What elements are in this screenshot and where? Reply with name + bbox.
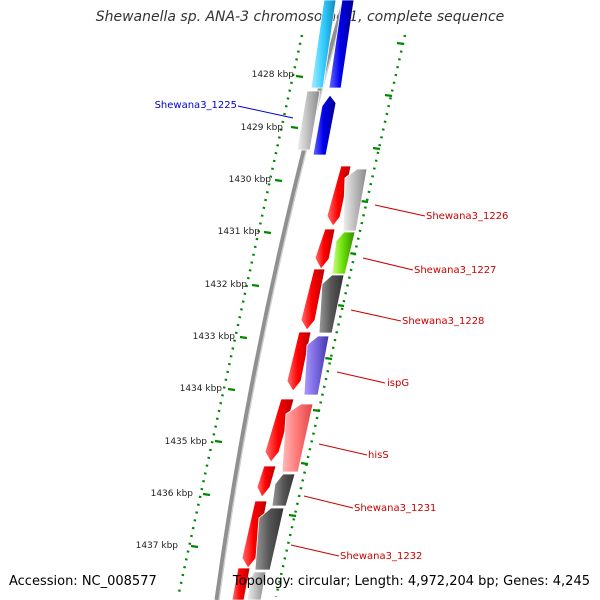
callout-line xyxy=(237,105,294,119)
gene-forward[interactable] xyxy=(314,228,336,270)
ruler-label: 1437 kbp xyxy=(136,541,179,551)
callout-line xyxy=(350,309,402,322)
ruler-label: 1429 kbp xyxy=(241,123,284,133)
gene-hisS[interactable] xyxy=(281,403,314,473)
gene-forward[interactable] xyxy=(256,465,277,498)
ruler-tick xyxy=(214,439,223,444)
ruler-tick xyxy=(360,199,369,204)
gene-cyan-reverse[interactable] xyxy=(310,0,337,89)
ruler-tick xyxy=(263,230,272,235)
ruler-tick xyxy=(202,492,211,497)
gene-shewana3-1228[interactable] xyxy=(318,274,345,334)
ruler-tick xyxy=(239,335,248,340)
ruler-tick xyxy=(396,41,405,46)
gene-shewana3-1227[interactable] xyxy=(331,231,356,275)
gene-reverse-partial[interactable] xyxy=(246,571,267,600)
callout-line xyxy=(362,257,414,271)
ruler-ticks xyxy=(190,41,405,549)
gene-shewana3-1231[interactable] xyxy=(271,473,296,507)
callout-line xyxy=(336,371,386,384)
ruler-tick xyxy=(372,146,381,151)
callout-line xyxy=(290,544,340,557)
gene-blue-forward[interactable] xyxy=(328,0,355,89)
ruler-label: 1432 kbp xyxy=(205,280,248,290)
ruler-tick xyxy=(295,74,304,79)
ruler-label: 1436 kbp xyxy=(151,489,194,499)
callout-line xyxy=(374,204,426,217)
ruler-tick xyxy=(251,283,260,288)
ruler-tick xyxy=(288,513,297,518)
gene-label-shewana3-1226[interactable]: Shewana3_1226 xyxy=(426,211,508,222)
callout-line xyxy=(303,495,354,509)
ruler-tick xyxy=(274,178,283,183)
ruler-tick xyxy=(300,461,309,466)
ruler-label: 1434 kbp xyxy=(180,384,223,394)
gene-label-shewana3-1232[interactable]: Shewana3_1232 xyxy=(340,551,422,562)
ruler-tick xyxy=(227,387,236,392)
ruler-label: 1428 kbp xyxy=(252,70,295,80)
ruler-label: 1435 kbp xyxy=(165,437,208,447)
gene-shewana3-1226[interactable] xyxy=(342,168,368,232)
gene-label-shewana3-1228[interactable]: Shewana3_1228 xyxy=(402,316,484,327)
gene-forward[interactable] xyxy=(231,567,251,600)
accession-text: Accession: NC_008577 xyxy=(9,574,157,589)
inner-ruler-track xyxy=(176,34,304,598)
gene-label-shewana3-1225[interactable]: Shewana3_1225 xyxy=(155,100,237,111)
ruler-tick xyxy=(312,408,321,413)
gene-callouts xyxy=(237,105,426,557)
gene-forward[interactable] xyxy=(286,331,312,392)
gene-label-hisS[interactable]: hisS xyxy=(368,450,389,461)
gene-label-ispG[interactable]: ispG xyxy=(387,378,409,389)
gene-track-reverse xyxy=(246,168,368,600)
topology-text: Topology: circular; Length: 4,972,204 bp… xyxy=(232,574,590,589)
ruler-label: 1431 kbp xyxy=(218,227,261,237)
gene-label-shewana3-1227[interactable]: Shewana3_1227 xyxy=(414,265,496,276)
ruler-tick xyxy=(290,125,299,130)
outer-ruler-track xyxy=(274,34,407,598)
gene-gray-small[interactable] xyxy=(296,90,321,151)
gene-shewana3-1232[interactable] xyxy=(254,507,285,571)
map-title: Shewanella sp. ANA-3 chromosome 1, compl… xyxy=(95,9,505,25)
ruler-label: 1430 kbp xyxy=(229,175,272,185)
gene-label-shewana3-1231[interactable]: Shewana3_1231 xyxy=(354,503,436,514)
ruler-label: 1433 kbp xyxy=(193,332,236,342)
gene-forward[interactable] xyxy=(300,268,326,331)
ruler-tick xyxy=(384,93,393,98)
gene-track-top xyxy=(296,0,355,156)
gene-shewana3-1225[interactable] xyxy=(312,94,337,156)
ruler-tick xyxy=(190,544,199,549)
callout-line xyxy=(318,443,368,456)
gene-ispG[interactable] xyxy=(303,335,330,396)
ruler-tick xyxy=(324,356,333,361)
